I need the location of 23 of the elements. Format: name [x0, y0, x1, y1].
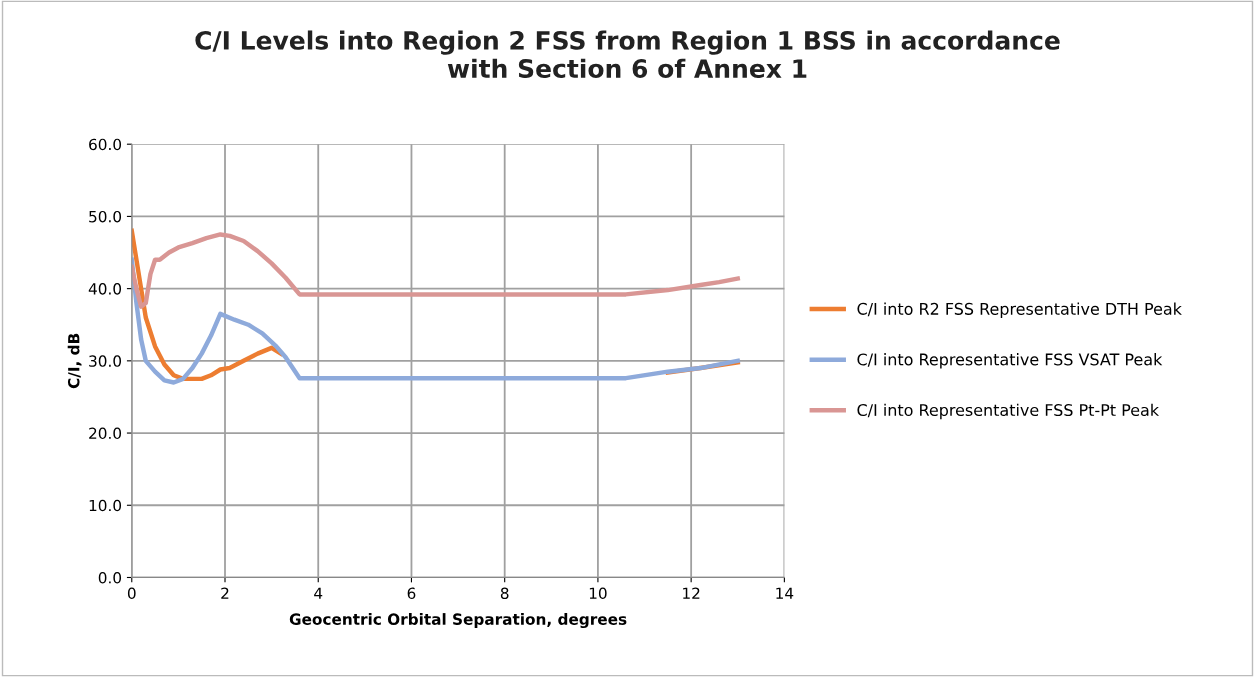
- x-tick-label: 12: [683, 587, 700, 599]
- y-tick-label: 50.0: [89, 210, 122, 223]
- x-tick-label: 10: [589, 587, 607, 600]
- x-tick-label: 2: [221, 587, 229, 599]
- legend-label: C/I into Representative FSS VSAT Peak: [857, 353, 1163, 369]
- y-tick-label: 0.0: [98, 571, 122, 584]
- y-tick-label: 60.0: [89, 138, 122, 151]
- y-tick-label: 30.0: [89, 355, 122, 367]
- y-tick-label: 20.0: [89, 427, 122, 440]
- x-tick-label: 4: [314, 587, 323, 599]
- y-axis-title: C/I, dB: [67, 333, 82, 389]
- x-tick-label: 14: [776, 587, 794, 599]
- legend-label: C/I into Representative FSS Pt-Pt Peak: [857, 403, 1160, 420]
- chart-title: C/I Levels into Region 2 FSS from Region 1 BSS in accordance with Section 6 of Annex 1: [195, 30, 1060, 79]
- line-series: [131, 232, 740, 309]
- y-tick-label: 10.0: [89, 499, 122, 512]
- line-series: [131, 257, 740, 385]
- y-tick-label: 40.0: [88, 283, 122, 295]
- legend-label: C/I into R2 FSS Representative DTH Peak: [857, 302, 1182, 318]
- x-tick-label: 8: [500, 587, 509, 600]
- x-axis-title: Geocentric Orbital Separation, degrees: [289, 613, 627, 629]
- x-tick-label: 6: [407, 587, 416, 600]
- x-tick-label: 0: [127, 587, 136, 600]
